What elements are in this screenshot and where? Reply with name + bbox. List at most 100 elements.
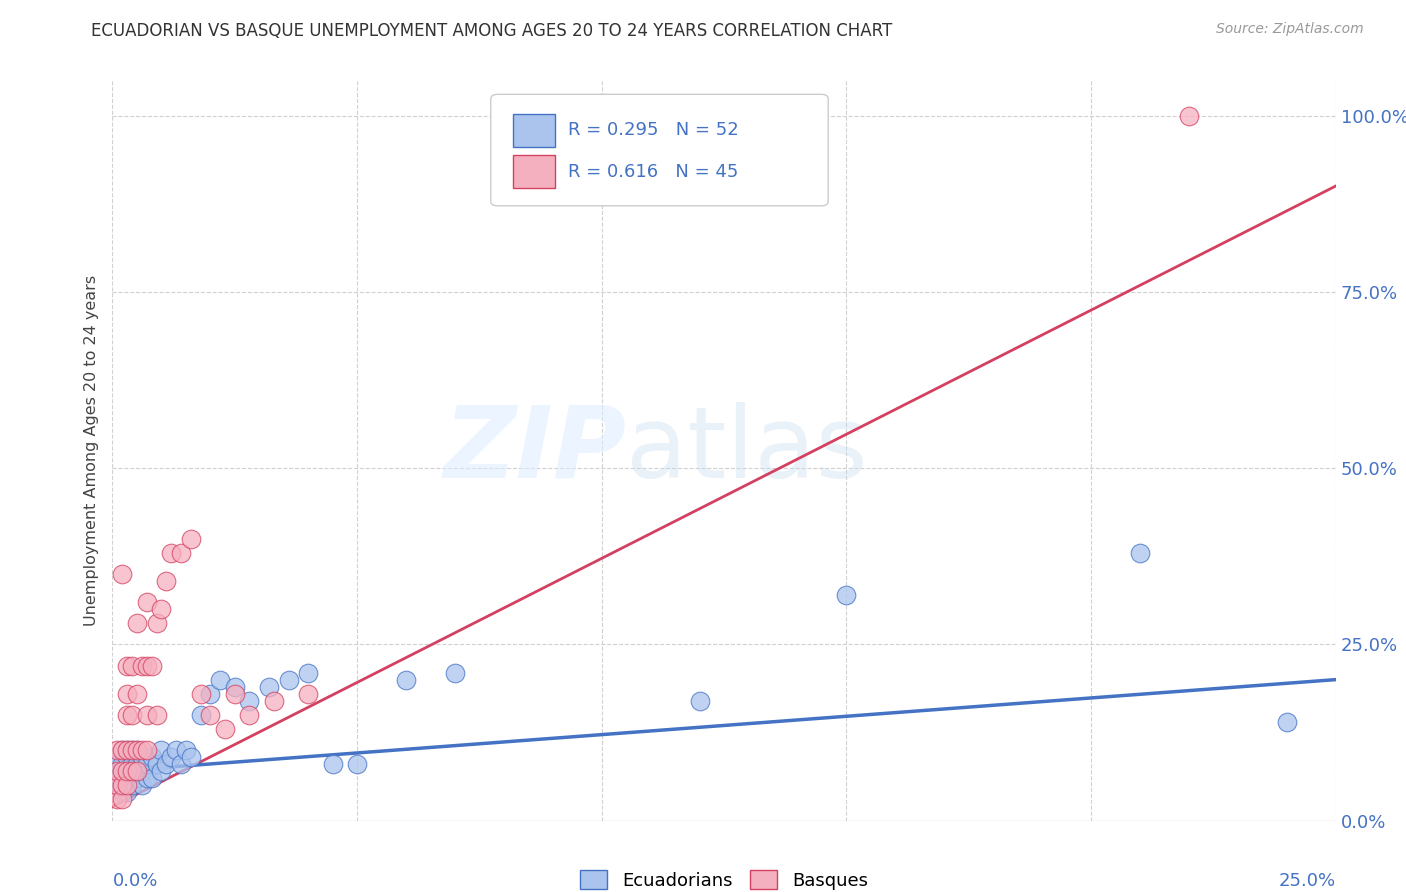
Point: [322, 757, 344, 772]
Point: [111, 778, 134, 792]
Point: [111, 778, 134, 792]
Point: [105, 764, 128, 779]
Point: [105, 743, 128, 757]
Point: [111, 743, 134, 757]
Y-axis label: Unemployment Among Ages 20 to 24 years: Unemployment Among Ages 20 to 24 years: [84, 275, 100, 626]
Point: [180, 532, 202, 546]
Point: [395, 673, 418, 687]
Point: [131, 750, 153, 764]
Point: [170, 757, 193, 772]
Point: [141, 750, 163, 764]
Point: [155, 574, 177, 588]
Point: [135, 707, 157, 722]
Point: [238, 694, 260, 708]
Point: [121, 778, 143, 792]
Point: [121, 743, 143, 757]
Point: [190, 707, 212, 722]
Point: [105, 757, 128, 772]
Point: [160, 546, 183, 560]
Point: [200, 707, 222, 722]
Point: [444, 665, 467, 680]
Point: [263, 694, 285, 708]
Point: [1178, 109, 1201, 123]
Text: 0.0%: 0.0%: [112, 872, 157, 890]
Point: [111, 764, 134, 779]
Point: [125, 757, 148, 772]
Text: ECUADORIAN VS BASQUE UNEMPLOYMENT AMONG AGES 20 TO 24 YEARS CORRELATION CHART: ECUADORIAN VS BASQUE UNEMPLOYMENT AMONG …: [91, 22, 893, 40]
Point: [135, 658, 157, 673]
Point: [115, 687, 138, 701]
Point: [115, 772, 138, 786]
Point: [105, 792, 128, 806]
Point: [1275, 714, 1298, 729]
Point: [1129, 546, 1152, 560]
Point: [689, 694, 711, 708]
Point: [145, 707, 167, 722]
Point: [111, 743, 134, 757]
Point: [125, 687, 148, 701]
Point: [257, 680, 280, 694]
Point: [121, 757, 143, 772]
Point: [121, 764, 143, 779]
Point: [115, 764, 138, 779]
Point: [115, 750, 138, 764]
Point: [150, 764, 173, 779]
Point: [141, 658, 163, 673]
Point: [115, 778, 138, 792]
Point: [141, 772, 163, 786]
Text: Source: ZipAtlas.com: Source: ZipAtlas.com: [1216, 22, 1364, 37]
Point: [121, 743, 143, 757]
Point: [238, 707, 260, 722]
Point: [115, 707, 138, 722]
Point: [131, 658, 153, 673]
Point: [209, 673, 232, 687]
Point: [105, 772, 128, 786]
Point: [214, 722, 236, 736]
Text: atlas: atlas: [626, 402, 868, 499]
Point: [150, 602, 173, 616]
Point: [125, 743, 148, 757]
Point: [125, 772, 148, 786]
Point: [190, 687, 212, 701]
Point: [145, 616, 167, 631]
Point: [135, 595, 157, 609]
Legend: Ecuadorians, Basques: Ecuadorians, Basques: [574, 863, 875, 892]
Point: [131, 743, 153, 757]
Point: [224, 680, 246, 694]
Point: [170, 546, 193, 560]
Text: 25.0%: 25.0%: [1278, 872, 1336, 890]
Point: [115, 743, 138, 757]
Point: [131, 778, 153, 792]
Point: [125, 764, 148, 779]
Point: [346, 757, 368, 772]
Point: [105, 778, 128, 792]
Point: [105, 778, 128, 792]
Text: R = 0.295   N = 52: R = 0.295 N = 52: [568, 121, 738, 139]
Point: [277, 673, 299, 687]
Point: [111, 566, 134, 581]
Point: [115, 658, 138, 673]
Point: [111, 792, 134, 806]
Point: [145, 757, 167, 772]
Point: [111, 764, 134, 779]
Point: [180, 750, 202, 764]
Point: [200, 687, 222, 701]
Point: [115, 764, 138, 779]
Point: [121, 764, 143, 779]
Point: [297, 665, 319, 680]
Text: R = 0.616   N = 45: R = 0.616 N = 45: [568, 163, 738, 181]
Point: [135, 772, 157, 786]
Point: [111, 785, 134, 799]
Point: [121, 707, 143, 722]
Point: [115, 743, 138, 757]
Point: [125, 616, 148, 631]
Point: [155, 757, 177, 772]
Point: [160, 750, 183, 764]
Point: [135, 757, 157, 772]
Point: [135, 743, 157, 757]
Point: [125, 743, 148, 757]
Point: [111, 757, 134, 772]
Point: [165, 743, 187, 757]
Point: [224, 687, 246, 701]
Text: ZIP: ZIP: [443, 402, 626, 499]
